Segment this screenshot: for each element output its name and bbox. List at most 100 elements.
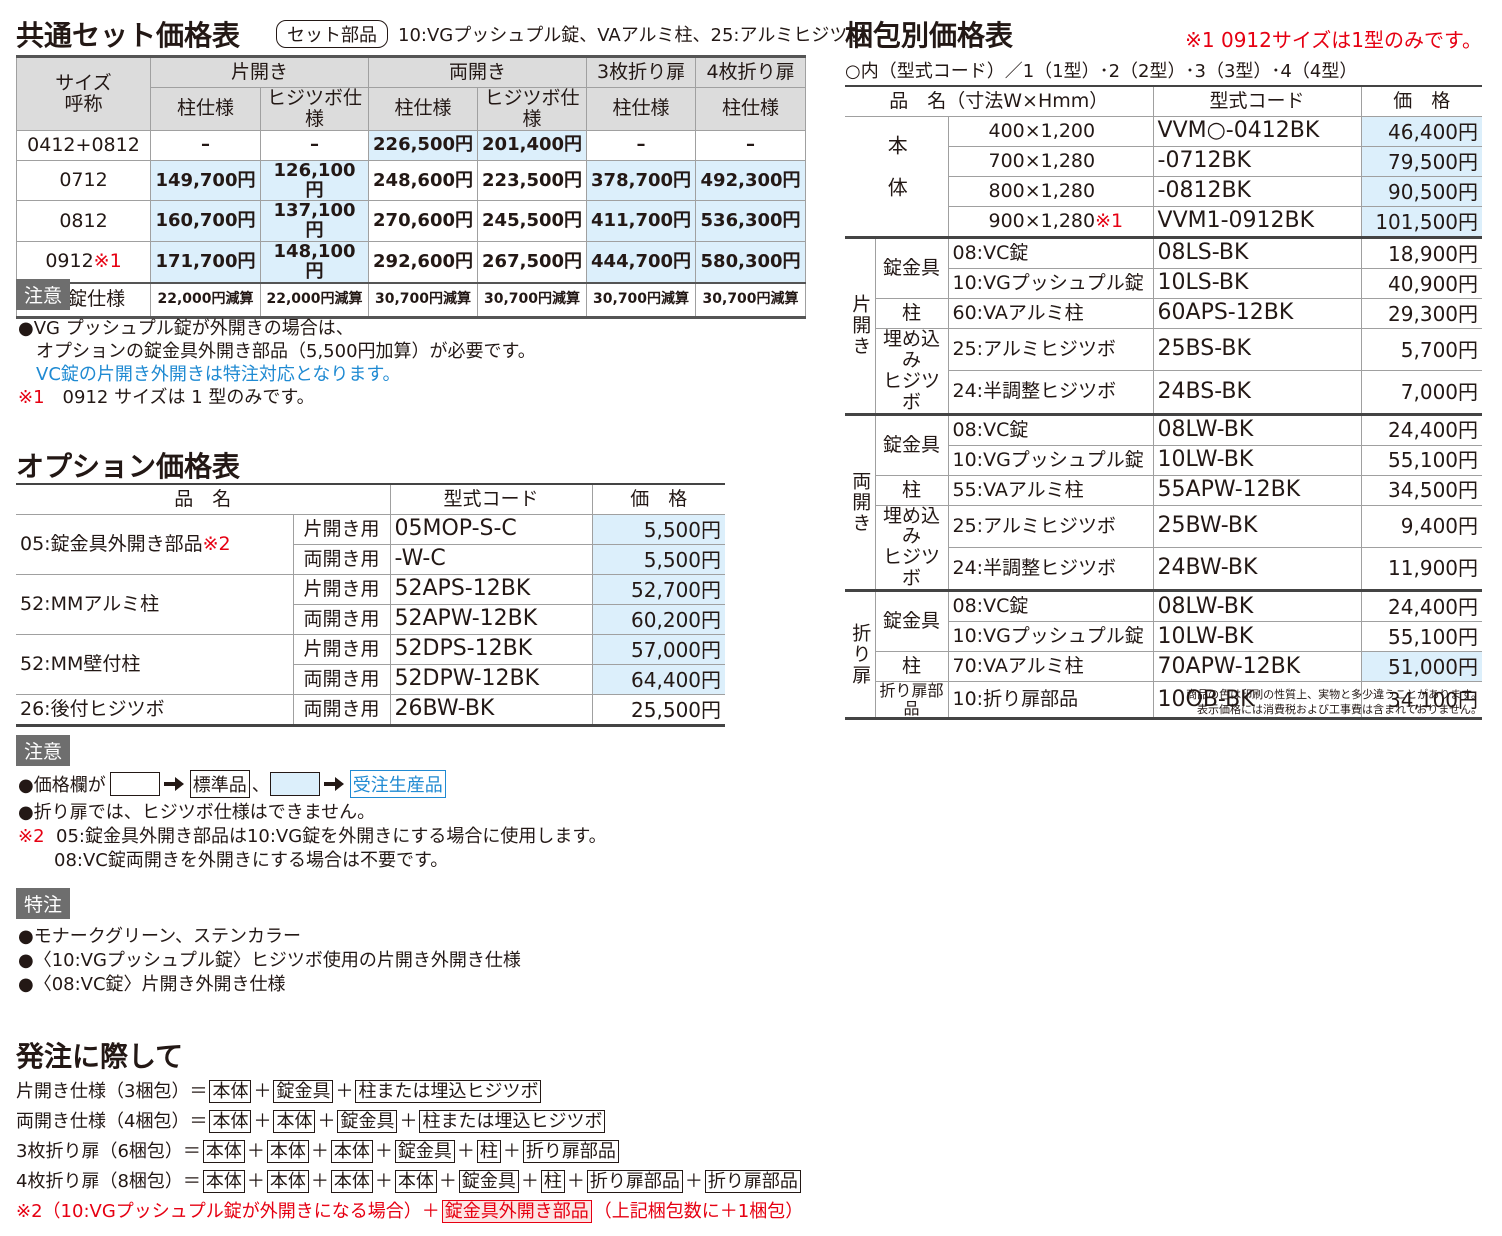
code: 10OB-BK [1152, 681, 1362, 720]
part-name: 錠金具 [874, 412, 948, 476]
price: 5,500円 [591, 514, 726, 545]
note-line: VC錠の片開き外開きは特注対応となります。 [18, 360, 401, 386]
size-cell: 0912※1 [16, 240, 151, 284]
order-item: 本体 [273, 1110, 316, 1133]
order-item: 本体 [330, 1170, 373, 1193]
order-title: 発注に際して [16, 1040, 184, 1073]
separator: ＋ [566, 1171, 585, 1192]
order-item: 柱または埋込ヒジツボ [419, 1110, 606, 1133]
order-item: 本体 [394, 1170, 437, 1193]
price: 46,400円 [1360, 116, 1483, 147]
code: 24BW-BK [1152, 546, 1362, 592]
price: 24,400円 [1360, 412, 1483, 446]
price: 34,100円 [1360, 681, 1483, 720]
code: 08LS-BK [1152, 236, 1362, 269]
code: 52DPS-12BK [389, 634, 593, 665]
separator: ＋ [253, 1111, 272, 1132]
item-name: 70:VAアルミ柱 [947, 651, 1154, 683]
part-name: 柱 [874, 651, 948, 683]
item-name: 24:半調整ヒジツボ [947, 370, 1154, 415]
size-header: サイズ 呼称 [16, 56, 151, 131]
item-row: 片開き 錠金具 08:VC錠 08LS-BK 18,900円 [845, 236, 1483, 415]
price: 9,400円 [1360, 504, 1483, 548]
separator: ＋ [253, 1081, 272, 1102]
price: 7,000円 [1360, 370, 1483, 415]
item-row: 柱 55:VAアルミ柱 55APW-12BK 34,500円 [845, 474, 1483, 506]
option-row: 05:錠金具外開き部品※2 片開き用 05MOP-S-C 5,500円 [16, 514, 726, 575]
note-text: ●〈08:VC錠〉片開き外開き仕様 [18, 974, 286, 995]
note-text: オプションの錠金具外開き部品（5,500円加算）が必要です。 [18, 341, 536, 362]
note-text: 08:VC錠両開きを外開きにする場合は不要です。 [18, 850, 449, 871]
item-name: 08:VC錠 [947, 589, 1154, 623]
price: 149,700円 [150, 159, 261, 202]
order-item: 柱または埋込ヒジツボ [355, 1080, 542, 1103]
item-row: 柱 70:VAアルミ柱 70APW-12BK 51,000円 [845, 651, 1483, 683]
separator: ＋ [438, 1171, 457, 1192]
name: 10:VGプッシュプル錠 [952, 272, 1144, 295]
order-item: 本体 [330, 1140, 373, 1163]
option-row: 52:MM壁付柱 片開き用 52DPS-12BK 57,000円 [16, 634, 726, 695]
arrow [323, 777, 344, 791]
note-text: 05:錠金具外開き部品は10:VG錠を外開きにする場合に使用します。 [44, 826, 607, 847]
note-line: ※1 0912 サイズは 1 型のみです。 [18, 383, 315, 409]
item-name: 08:VC錠 [947, 236, 1154, 269]
price: 148,100円 [259, 240, 370, 284]
set-table-title: 共通セット価格表 [16, 19, 241, 52]
use: 片開き用 [292, 634, 391, 665]
item-row: 両開き 錠金具 08:VC錠 08LW-BK 24,400円 [845, 412, 1483, 592]
note-line: ●〈10:VGプッシュプル錠〉ヒジツボ使用の片開き外開き仕様 [18, 946, 521, 972]
price: 57,000円 [591, 634, 726, 665]
item-name: 10:VGプッシュプル錠 [947, 621, 1154, 653]
footer-line: 表示価格には消費税および工事費は含まれておりません。 [1196, 703, 1482, 716]
note-text: ●〈10:VGプッシュプル錠〉ヒジツボ使用の片開き外開き仕様 [18, 950, 521, 971]
separator: ＋ [502, 1141, 521, 1162]
name: 900×1,280 [988, 210, 1096, 233]
column-header: 柱仕様 [695, 87, 807, 131]
name: 10:折り扉部品 [952, 688, 1079, 711]
price: 40,900円 [1360, 268, 1483, 299]
order-item: 本体 [209, 1110, 252, 1133]
name: 52:MM壁付柱 [20, 653, 141, 676]
use: 両開き用 [292, 604, 391, 635]
price: 378,700円 [586, 159, 697, 202]
name: 05:錠金具外開き部品 [20, 533, 203, 556]
arrow [163, 777, 184, 791]
code: 60APS-12BK [1152, 298, 1362, 329]
order-item: 折り扉部品 [522, 1140, 619, 1163]
vc-price: 22,000円減算 [259, 281, 370, 318]
size-cell: 0712 [16, 159, 151, 202]
code: 24BS-BK [1152, 370, 1362, 415]
item-row: 900×1,280※1 VVM1-0912BK 101,500円 [845, 206, 1483, 238]
separator: ＋ [310, 1171, 329, 1192]
code: 08LW-BK [1152, 412, 1362, 446]
code: 70APW-12BK [1152, 651, 1362, 683]
order-item: 柱 [540, 1170, 565, 1193]
name: 10:VGプッシュプル錠 [952, 448, 1144, 471]
price: 51,000円 [1360, 651, 1483, 683]
size: 0712 [59, 169, 108, 192]
size-row: 0912※1 171,700円 148,100円 292,600円 267,500円 44… [16, 240, 807, 284]
item-name: 25:アルミヒジツボ [947, 327, 1154, 372]
note-line: オプションの錠金具外開き部品（5,500円加算）が必要です。 [18, 337, 536, 363]
size: 0812 [59, 209, 108, 232]
standard-swatch [109, 772, 160, 796]
code: 52APS-12BK [389, 574, 593, 605]
price: 226,500円 [368, 129, 479, 161]
note-line: ●折り扉では、ヒジツボ仕様はできません。 [18, 798, 375, 824]
item-name: 24:半調整ヒジツボ [947, 546, 1154, 592]
separator: ＋ [520, 1171, 539, 1192]
option-table-title: オプション価格表 [16, 450, 241, 483]
package-note: ※1 0912サイズは1型のみです。 [1185, 28, 1482, 52]
footer-line: 商品の色は印刷の性質上、実物と多少違うことがあります。 [1186, 688, 1482, 701]
order-item: 本体 [202, 1140, 245, 1163]
order-row: 片開き仕様（3梱包）＝ 本体＋錠金具＋柱または埋込ヒジツボ [16, 1077, 543, 1103]
vc-row: VC錠仕様 22,000円減算 22,000円減算 30,700円減算 30,700円減… [16, 281, 807, 318]
item-row: 700×1,280 -0712BK 79,500円 [845, 146, 1483, 177]
use: 両開き用 [292, 664, 391, 695]
code: VVM1-0912BK [1152, 206, 1362, 238]
price: – [586, 129, 697, 161]
header: 型式コード [1152, 85, 1362, 117]
header-row: 柱仕様 ヒジツボ仕様 柱仕様 ヒジツボ仕様 柱仕様 柱仕様 [17, 87, 807, 131]
footnote-item: 錠金具外開き部品 [441, 1200, 592, 1223]
